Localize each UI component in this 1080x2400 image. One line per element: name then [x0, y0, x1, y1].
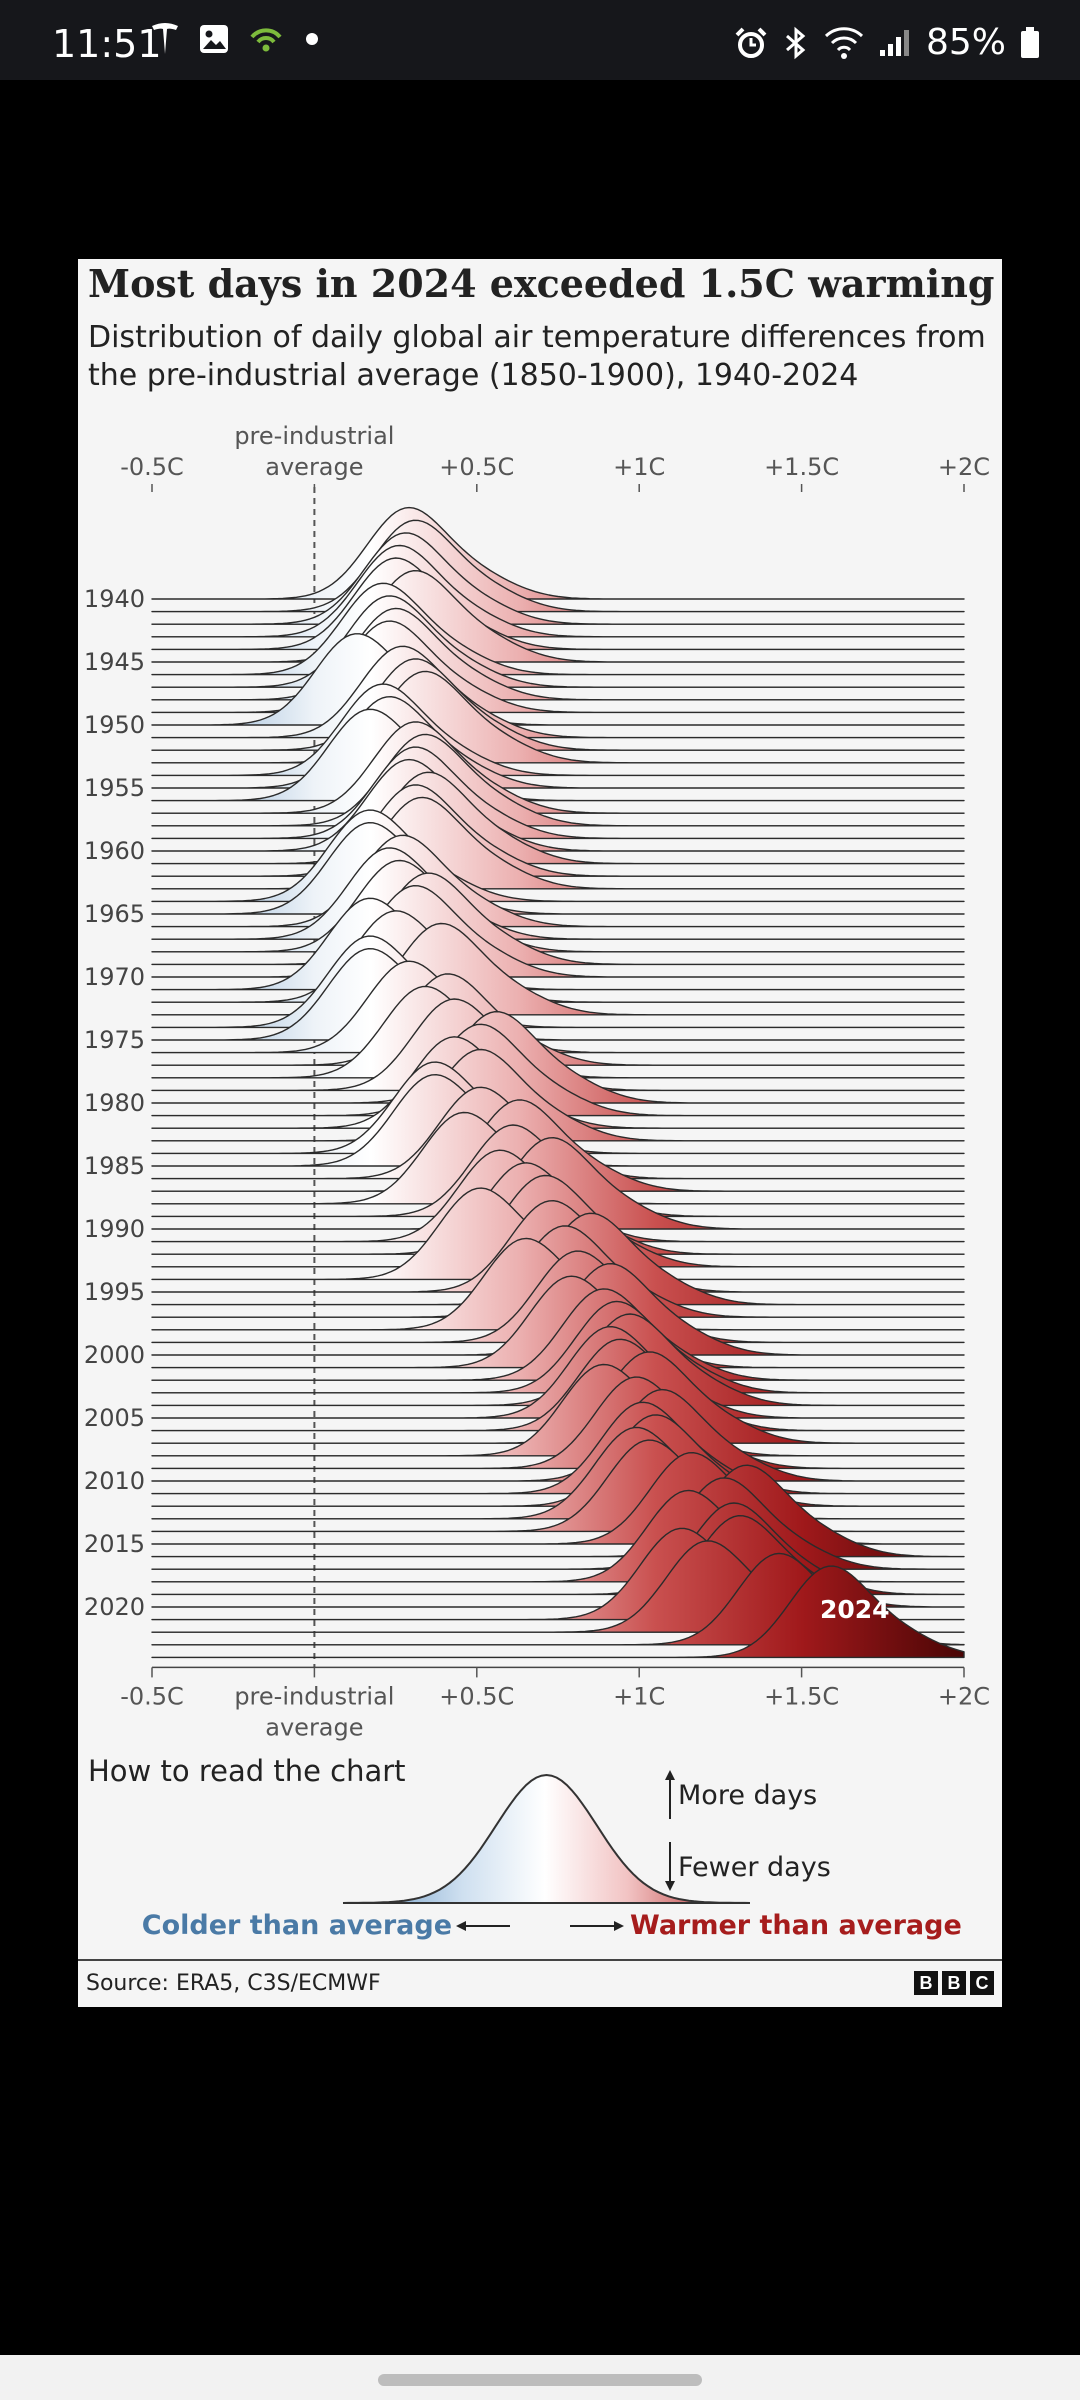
ridge-1953	[151, 670, 965, 764]
home-gesture-handle[interactable]	[378, 2374, 702, 2386]
bottom-x-axis: -0.5C pre-industrial average +0.5C +1C +1.5C +…	[120, 1666, 990, 1741]
bottom-tick-label: average	[265, 1713, 363, 1741]
legend: How to read the chart More days Fewer da…	[88, 1754, 962, 1941]
ridge-1969	[151, 872, 965, 966]
status-time: 11:51	[52, 22, 162, 66]
ridge-1976	[151, 960, 965, 1054]
ridge-2009	[151, 1376, 965, 1470]
bottom-tick-label: +2C	[938, 1682, 990, 1710]
navigation-bar	[0, 2355, 1080, 2400]
ridge-2011	[151, 1401, 965, 1495]
ridges	[151, 506, 965, 1659]
ridge-2010	[151, 1388, 965, 1482]
more-days-arrow-icon	[665, 1770, 675, 1819]
status-bar: 11:51 85%	[0, 0, 1080, 80]
bottom-tick-label: -0.5C	[120, 1682, 184, 1710]
bottom-tick-label: +0.5C	[439, 1682, 514, 1710]
colder-arrow-icon	[456, 1921, 510, 1931]
ridge-2001	[151, 1275, 965, 1369]
bbc-logo-letter: C	[970, 1971, 994, 1995]
year-label: 1945	[84, 648, 145, 676]
ridge-2008	[151, 1363, 965, 1457]
top-tick-label: pre-industrial	[234, 422, 394, 450]
status-left-icons	[150, 22, 322, 56]
source-bar: Source: ERA5, C3S/ECMWF B B C	[78, 1959, 1002, 2007]
ridge-1983	[151, 1048, 965, 1142]
top-x-axis: -0.5C pre-industrial average +0.5C +1C +1.5C +…	[120, 422, 990, 492]
year-label: 1960	[84, 837, 145, 865]
ridge-1940	[151, 506, 965, 600]
fewer-days-arrow-icon	[665, 1842, 675, 1891]
battery-icon	[1020, 26, 1040, 59]
ridge-2013	[151, 1426, 965, 1520]
ridge-1973	[151, 922, 965, 1016]
hotspot-icon	[248, 23, 284, 55]
year-label: 1985	[84, 1152, 145, 1180]
year-label: 2000	[84, 1341, 145, 1369]
battery-percent: 85%	[925, 22, 1006, 63]
year-labels: 1940 1945 1950 1955 1960 1965 1970 1975 1980 1985…	[84, 585, 145, 1621]
top-tick-label: +1C	[613, 453, 665, 481]
year-label: 1955	[84, 774, 145, 802]
bbc-logo-letter: B	[914, 1971, 938, 1995]
wifi-icon	[824, 26, 864, 60]
bbc-logo-letter: B	[942, 1971, 966, 1995]
legend-heading: How to read the chart	[88, 1754, 406, 1788]
chart-card: Most days in 2024 exceeded 1.5C warming …	[78, 259, 1002, 2007]
ridge-1958	[151, 733, 965, 827]
legend-warmer: Warmer than average	[630, 1910, 962, 1941]
year-label: 2010	[84, 1467, 145, 1495]
ridge-1961	[151, 771, 965, 865]
legend-colder: Colder than average	[142, 1910, 452, 1941]
year-label: 2020	[84, 1593, 145, 1621]
bluetooth-icon	[782, 26, 810, 60]
ridge-2012	[151, 1414, 965, 1507]
year-label: 1990	[84, 1215, 145, 1243]
legend-curve	[342, 1773, 751, 1904]
ridge-2002	[151, 1288, 965, 1381]
chart-subtitle: Distribution of daily global air tempera…	[88, 320, 986, 393]
ridge-1981	[151, 1023, 965, 1117]
year-label: 2015	[84, 1530, 145, 1558]
top-tick-label: average	[265, 453, 363, 481]
top-tick-label: +0.5C	[439, 453, 514, 481]
ridge-1977	[151, 973, 965, 1066]
bottom-tick-label: pre-industrial	[234, 1682, 394, 1710]
legend-fewer-days: Fewer days	[678, 1852, 831, 1883]
year-label: 2005	[84, 1404, 145, 1432]
source-text: Source: ERA5, C3S/ECMWF	[86, 1971, 381, 1996]
year-label: 1980	[84, 1089, 145, 1117]
year-label: 1970	[84, 963, 145, 991]
bottom-tick-label: +1C	[613, 1682, 665, 1710]
year-label: 1950	[84, 711, 145, 739]
dot-icon	[302, 29, 322, 49]
ridge-1957	[151, 721, 965, 814]
chart-title: Most days in 2024 exceeded 1.5C warming	[88, 261, 995, 306]
highlight-year-label: 2024	[820, 1595, 890, 1624]
legend-more-days: More days	[678, 1780, 817, 1811]
signal-icon	[878, 28, 912, 58]
year-label: 1940	[84, 585, 145, 613]
bbc-logo: B B C	[914, 1971, 994, 1995]
ridge-2024	[151, 1565, 965, 1659]
gallery-icon	[198, 23, 230, 55]
ridge-1956	[151, 708, 965, 802]
top-tick-label: +1.5C	[764, 453, 839, 481]
ridge-2005	[151, 1326, 965, 1419]
tesla-icon	[150, 22, 180, 56]
year-label: 1995	[84, 1278, 145, 1306]
alarm-icon	[734, 26, 768, 60]
ridge-2003	[151, 1300, 965, 1394]
warmer-arrow-icon	[570, 1921, 624, 1931]
top-tick-label: +2C	[938, 453, 990, 481]
ridgeline-chart: -0.5C pre-industrial average +0.5C +1C +1.5C +…	[84, 422, 990, 1941]
bottom-tick-label: +1.5C	[764, 1682, 839, 1710]
year-label: 1965	[84, 900, 145, 928]
year-label: 1975	[84, 1026, 145, 1054]
status-right-icons: 85%	[734, 22, 1040, 63]
top-tick-label: -0.5C	[120, 453, 184, 481]
